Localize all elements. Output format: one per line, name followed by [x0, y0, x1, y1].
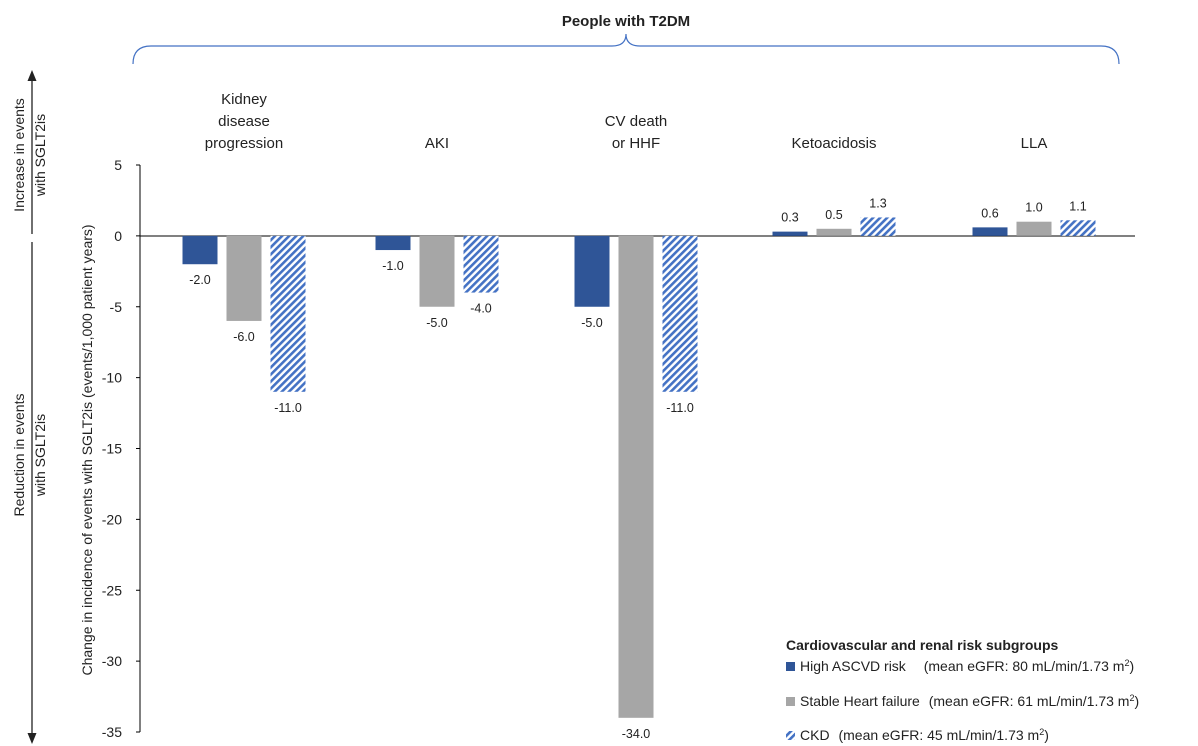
legend: Cardiovascular and renal risk subgroups …	[786, 637, 1139, 743]
category-label-kidney: disease	[218, 113, 270, 130]
value-label-aki-high-ascvd: -1.0	[382, 259, 404, 273]
bar-kidney-high-ascvd	[182, 235, 218, 265]
legend-sup-high-ascvd: 2	[1124, 658, 1129, 668]
legend-title: Cardiovascular and renal risk subgroups	[786, 637, 1059, 653]
value-label-lla-stable-hf: 1.0	[1025, 201, 1042, 215]
category-label-kidney: progression	[205, 135, 283, 152]
legend-swatch-stable-hf	[786, 697, 795, 706]
top-brace	[132, 33, 1120, 65]
bar-lla-ckd	[1060, 220, 1096, 236]
value-label-kidney-stable-hf: -6.0	[233, 330, 255, 344]
legend-close-stable-hf: )	[1135, 693, 1140, 709]
y-tick-label: -20	[102, 511, 122, 527]
y-tick-label: 5	[114, 157, 122, 173]
y-tick-label: -30	[102, 653, 122, 669]
category-label-ketoacidosis: Ketoacidosis	[791, 135, 876, 152]
legend-swatch-high-ascvd	[786, 662, 795, 671]
legend-name-high-ascvd: High ASCVD risk	[800, 658, 907, 674]
bars	[182, 217, 1096, 718]
legend-note-high-ascvd: (mean eGFR: 80 mL/min/1.73 m	[924, 658, 1125, 674]
increase-label-line1: Increase in events	[11, 98, 27, 212]
legend-name-stable-hf: Stable Heart failure	[800, 693, 920, 709]
y-tick-label: 0	[114, 228, 122, 244]
category-label-aki: AKI	[425, 135, 449, 152]
reduction-label-line1: Reduction in events	[11, 394, 27, 517]
legend-name-ckd: CKD	[800, 727, 830, 743]
legend-sup-stable-hf: 2	[1129, 693, 1134, 703]
bar-ketoacidosis-ckd	[860, 217, 896, 236]
bar-cv-death-hhf-ckd	[662, 235, 698, 392]
legend-entry-high-ascvd: High ASCVD risk (mean eGFR: 80 mL/min/1.…	[786, 658, 1134, 674]
value-label-aki-stable-hf: -5.0	[426, 316, 448, 330]
y-tick-label: -25	[102, 582, 122, 598]
value-label-kidney-high-ascvd: -2.0	[189, 273, 211, 287]
reduction-label-line2: with SGLT2is	[32, 414, 48, 497]
y-axis-label: Change in incidence of events with SGLT2…	[79, 224, 95, 675]
bar-cv-death-hhf-high-ascvd	[574, 235, 610, 307]
reduction-arrow	[27, 242, 37, 744]
value-label-ketoacidosis-ckd: 1.3	[869, 196, 886, 210]
y-ticks: 5 0 -5 -10 -15 -20 -25 -30 -35	[102, 157, 140, 740]
legend-entry-stable-hf: Stable Heart failure (mean eGFR: 61 mL/m…	[786, 693, 1139, 709]
chart-title: People with T2DM	[562, 13, 690, 30]
value-label-ketoacidosis-stable-hf: 0.5	[825, 208, 842, 222]
bar-ketoacidosis-stable-hf	[816, 228, 852, 236]
legend-note-ckd: (mean eGFR: 45 mL/min/1.73 m	[838, 727, 1039, 743]
value-labels: -2.0 -6.0 -11.0 -1.0 -5.0 -4.0 -5.0 -34.0 -11.0 0…	[189, 196, 1087, 740]
value-label-lla-ckd: 1.1	[1069, 199, 1086, 213]
bar-kidney-ckd	[270, 235, 306, 392]
increase-label-line2: with SGLT2is	[32, 114, 48, 197]
legend-close-high-ascvd: )	[1129, 658, 1134, 674]
value-label-aki-ckd: -4.0	[470, 302, 492, 316]
bar-aki-high-ascvd	[375, 235, 411, 251]
y-tick-label: -5	[110, 299, 123, 315]
category-label-kidney: Kidney	[221, 91, 267, 108]
legend-sup-ckd: 2	[1039, 727, 1044, 737]
category-labels: Kidney disease progression AKI CV death or HH…	[205, 91, 1048, 152]
increase-arrow	[27, 70, 37, 234]
y-tick-label: -10	[102, 370, 122, 386]
svg-text:Stable Heart failure (: Stable Heart failure (mean eGFR: 61 mL/m…	[800, 693, 1139, 709]
value-label-cv-death-hhf-ckd: -11.0	[666, 401, 694, 415]
legend-swatch-ckd	[786, 731, 795, 740]
legend-close-ckd: )	[1044, 727, 1049, 743]
bar-kidney-stable-hf	[226, 235, 262, 321]
bar-aki-stable-hf	[419, 235, 455, 307]
value-label-cv-death-hhf-high-ascvd: -5.0	[581, 316, 603, 330]
legend-entry-ckd: CKD (mean eGFR: 45 mL/min/1.73 m2)	[786, 727, 1049, 743]
legend-note-stable-hf: (mean eGFR: 61 mL/min/1.73 m	[929, 693, 1130, 709]
category-label-cv-death-hhf: or HHF	[612, 135, 660, 152]
bar-aki-ckd	[463, 235, 499, 293]
value-label-lla-high-ascvd: 0.6	[981, 206, 998, 220]
category-label-lla: LLA	[1021, 135, 1048, 152]
svg-text:CKD (mean eGFR: 45 mL/: CKD (mean eGFR: 45 mL/min/1.73 m2)	[800, 727, 1049, 743]
y-tick-label: -15	[102, 441, 122, 457]
value-label-ketoacidosis-high-ascvd: 0.3	[781, 211, 798, 225]
bar-ketoacidosis-high-ascvd	[772, 231, 808, 236]
bar-lla-stable-hf	[1016, 221, 1052, 236]
value-label-kidney-ckd: -11.0	[274, 401, 302, 415]
bar-lla-high-ascvd	[972, 227, 1008, 236]
value-label-cv-death-hhf-stable-hf: -34.0	[622, 727, 651, 741]
bar-cv-death-hhf-stable-hf	[618, 235, 654, 718]
svg-text:High ASCVD risk (mean: High ASCVD risk (mean eGFR: 80 mL/min/1.…	[800, 658, 1134, 674]
category-label-cv-death-hhf: CV death	[605, 113, 668, 130]
y-tick-label: -35	[102, 724, 122, 740]
